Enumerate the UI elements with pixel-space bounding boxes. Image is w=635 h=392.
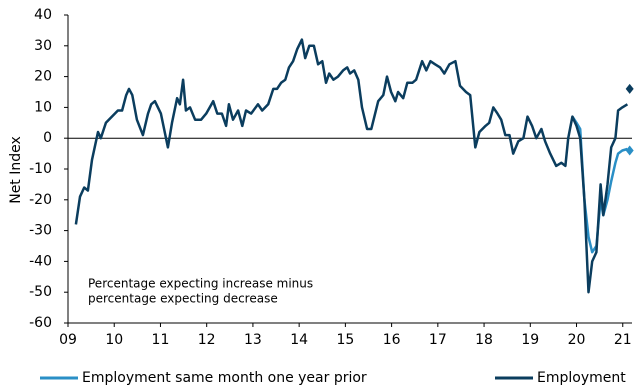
annotation: percentage expecting decrease xyxy=(88,292,278,306)
y-tick-label: -60 xyxy=(29,315,52,331)
y-tick-label: -10 xyxy=(29,161,52,177)
x-tick-label: 13 xyxy=(244,332,262,348)
y-tick-label: 10 xyxy=(34,99,52,115)
end-marker xyxy=(625,83,634,94)
y-tick-label: 20 xyxy=(34,69,52,85)
x-tick-label: 11 xyxy=(152,332,170,348)
end-marker xyxy=(625,145,634,156)
annotation: Percentage expecting increase minus xyxy=(88,277,313,291)
legend-label: Employment xyxy=(537,370,626,386)
x-tick-label: 12 xyxy=(198,332,216,348)
x-tick-label: 16 xyxy=(383,332,401,348)
y-tick-label: -30 xyxy=(29,223,52,239)
y-tick-label: -20 xyxy=(29,192,52,208)
x-tick-label: 17 xyxy=(429,332,447,348)
y-tick-label: -40 xyxy=(29,253,52,269)
x-tick-label: 19 xyxy=(521,332,539,348)
x-tick-label: 21 xyxy=(614,332,632,348)
y-tick-label: 30 xyxy=(34,38,52,54)
series-line xyxy=(74,38,629,294)
y-tick-label: 0 xyxy=(43,130,52,146)
x-tick-label: 09 xyxy=(59,332,77,348)
y-tick-label: -50 xyxy=(29,284,52,300)
x-tick-label: 20 xyxy=(568,332,586,348)
x-tick-label: 10 xyxy=(105,332,123,348)
x-tick-label: 15 xyxy=(336,332,354,348)
x-tick-label: 18 xyxy=(475,332,493,348)
y-axis-label: Net Index xyxy=(8,136,24,204)
legend-label: Employment same month one year prior xyxy=(82,370,367,386)
x-tick-label: 14 xyxy=(290,332,308,348)
y-tick-label: 40 xyxy=(34,7,52,23)
